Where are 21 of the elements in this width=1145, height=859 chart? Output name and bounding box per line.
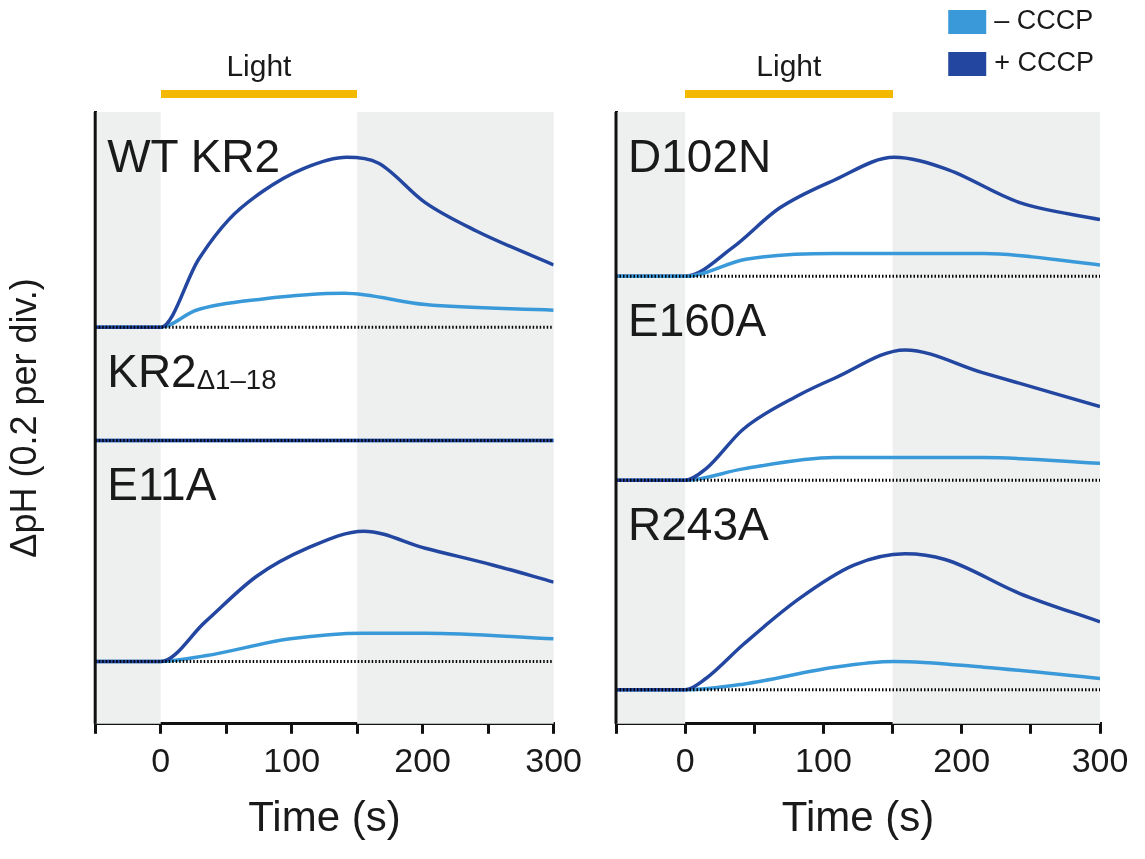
annotation: R243A (628, 497, 769, 550)
legend-label: – CCCP (994, 5, 1094, 36)
x-tick-label: 100 (263, 740, 321, 779)
y-axis-title: ΔpH (0.2 per div.) (2, 278, 44, 558)
x-tick-label: 300 (525, 740, 582, 779)
annotation: E11A (107, 458, 217, 511)
x-axis-title: Time (s) (781, 793, 935, 841)
annotation: KR2Δ1–18 (107, 344, 277, 397)
annotation: D102N (628, 129, 772, 182)
annotation: WT KR2 (107, 129, 281, 182)
annotation: E160A (628, 293, 767, 346)
x-tick-label: 300 (1071, 740, 1129, 779)
text: Light (756, 49, 823, 82)
x-tick-label: 0 (675, 740, 695, 779)
x-tick-label: 200 (394, 740, 452, 779)
x-tick-label: 0 (151, 740, 171, 779)
x-tick-label: 100 (795, 740, 852, 779)
legend-label: + CCCP (994, 47, 1095, 78)
x-axis-title: Time (s) (248, 793, 401, 841)
text: Light (226, 49, 293, 82)
x-tick-label: 200 (933, 740, 991, 779)
